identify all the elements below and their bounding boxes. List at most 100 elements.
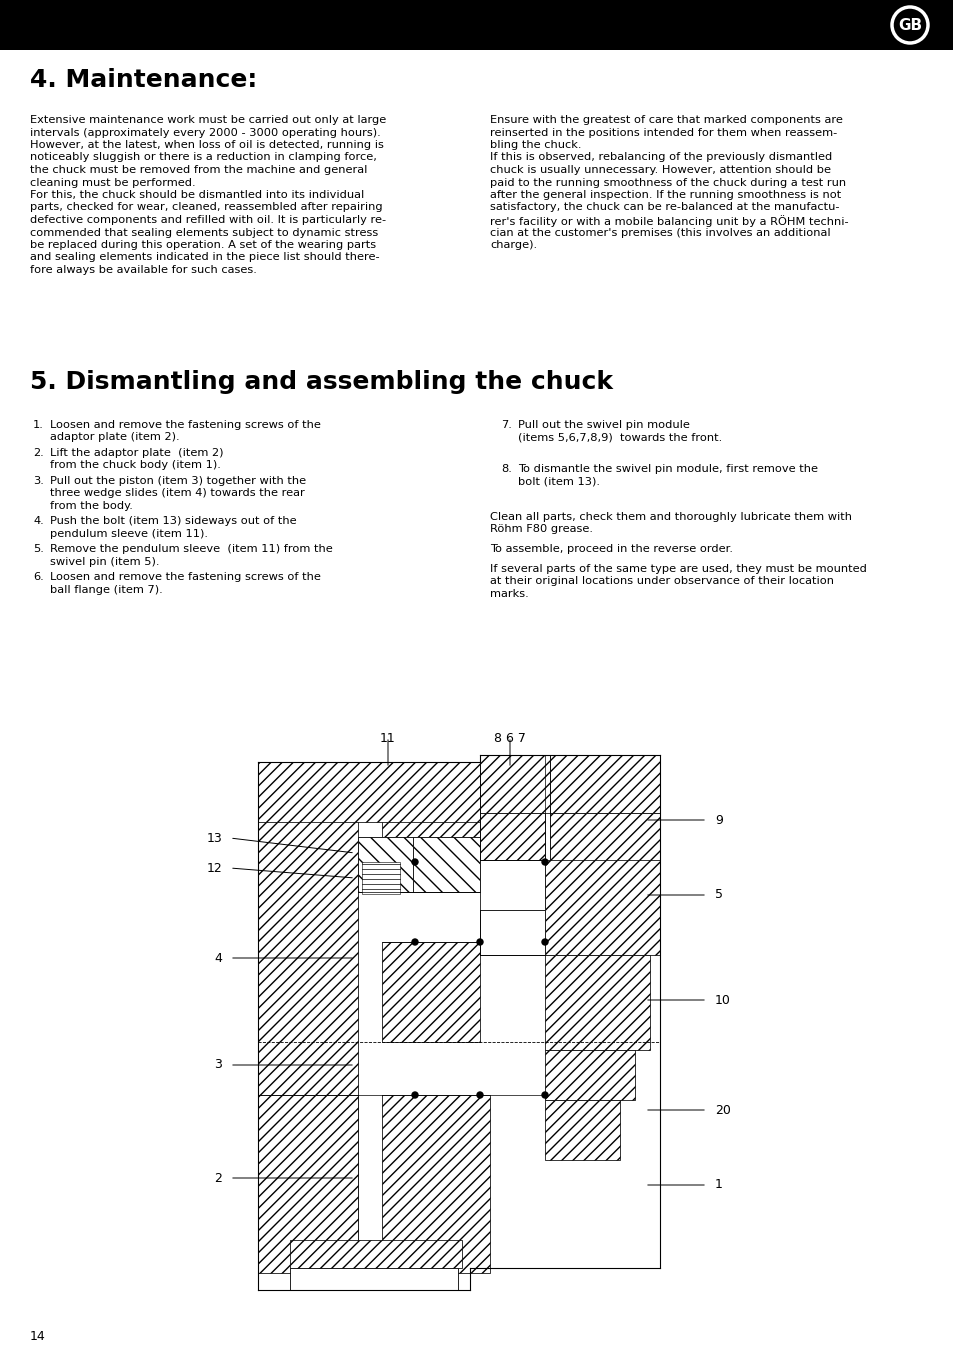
Text: after the general inspection. If the running smoothness is not: after the general inspection. If the run… [490,190,841,200]
Text: 6.: 6. [33,573,44,582]
Circle shape [476,1091,482,1098]
Text: 1.: 1. [33,420,44,431]
Text: However, at the latest, when loss of oil is detected, running is: However, at the latest, when loss of oil… [30,139,383,150]
Text: 8.: 8. [500,464,512,474]
Text: 2.: 2. [33,448,44,458]
Bar [479,910,544,955]
Text: the chuck must be removed from the machine and general: the chuck must be removed from the machi… [30,165,367,175]
Bar [257,762,357,1271]
Text: Ensure with the greatest of care that marked components are: Ensure with the greatest of care that ma… [490,115,842,125]
Bar [479,860,544,910]
Text: 3: 3 [213,1059,222,1071]
Text: 20: 20 [714,1104,730,1117]
Text: 9: 9 [714,814,722,826]
Bar [361,862,399,894]
Bar [550,812,659,861]
Text: Extensive maintenance work must be carried out only at large: Extensive maintenance work must be carri… [30,115,386,125]
Text: from the chuck body (item 1).: from the chuck body (item 1). [50,460,221,470]
Text: 14: 14 [30,1330,46,1343]
Text: commended that sealing elements subject to dynamic stress: commended that sealing elements subject … [30,227,377,237]
Text: Pull out the swivel pin module: Pull out the swivel pin module [517,420,689,431]
Text: intervals (approximately every 2000 - 3000 operating hours).: intervals (approximately every 2000 - 30… [30,127,380,138]
Bar [257,1095,357,1273]
Text: adaptor plate (item 2).: adaptor plate (item 2). [50,432,179,443]
Text: bling the chuck.: bling the chuck. [490,139,581,150]
Text: 2: 2 [213,1171,222,1185]
Text: 5.: 5. [33,544,44,555]
Text: charge).: charge). [490,240,537,250]
Text: 4.: 4. [33,516,44,527]
Bar [290,1267,457,1290]
Text: If several parts of the same type are used, they must be mounted: If several parts of the same type are us… [490,565,866,574]
Bar [544,1049,635,1099]
Text: GB: GB [897,18,922,32]
Text: 4. Maintenance:: 4. Maintenance: [30,68,257,92]
Text: and sealing elements indicated in the piece list should there-: and sealing elements indicated in the pi… [30,252,379,263]
Text: ball flange (item 7).: ball flange (item 7). [50,585,163,594]
Text: defective components and refilled with oil. It is particularly re-: defective components and refilled with o… [30,215,386,225]
Bar [544,955,649,1049]
Bar [544,860,659,955]
Text: chuck is usually unnecessary. However, attention should be: chuck is usually unnecessary. However, a… [490,165,830,175]
Bar [257,762,479,822]
Bar [357,837,479,892]
Text: Clean all parts, check them and thoroughly lubricate them with: Clean all parts, check them and thorough… [490,512,851,521]
Text: pendulum sleeve (item 11).: pendulum sleeve (item 11). [50,529,208,539]
Circle shape [412,1091,417,1098]
Text: 3.: 3. [33,477,44,486]
Bar [413,837,479,892]
Text: satisfactory, the chuck can be re-balanced at the manufactu-: satisfactory, the chuck can be re-balanc… [490,203,839,213]
Bar [381,762,479,837]
Text: bolt (item 13).: bolt (item 13). [517,477,599,486]
Text: parts, checked for wear, cleaned, reassembled after repairing: parts, checked for wear, cleaned, reasse… [30,203,382,213]
Bar [550,756,659,812]
Text: 11: 11 [379,733,395,745]
Bar [544,1099,619,1160]
Bar [381,1095,490,1273]
Text: be replaced during this operation. A set of the wearing parts: be replaced during this operation. A set… [30,240,375,250]
Text: cian at the customer's premises (this involves an additional: cian at the customer's premises (this in… [490,227,830,237]
Text: fore always be available for such cases.: fore always be available for such cases. [30,265,256,275]
Bar [290,1240,461,1267]
Text: Remove the pendulum sleeve  (item 11) from the: Remove the pendulum sleeve (item 11) fro… [50,544,333,555]
Text: (items 5,6,7,8,9)  towards the front.: (items 5,6,7,8,9) towards the front. [517,432,721,443]
Text: 5. Dismantling and assembling the chuck: 5. Dismantling and assembling the chuck [30,370,613,394]
Bar [479,812,544,861]
Text: Push the bolt (item 13) sideways out of the: Push the bolt (item 13) sideways out of … [50,516,296,527]
Circle shape [541,1091,547,1098]
Text: marks.: marks. [490,589,528,598]
Text: 10: 10 [714,994,730,1006]
Text: Loosen and remove the fastening screws of the: Loosen and remove the fastening screws o… [50,420,320,431]
Text: at their original locations under observance of their location: at their original locations under observ… [490,577,833,586]
Text: reinserted in the positions intended for them when reassem-: reinserted in the positions intended for… [490,127,837,138]
Text: Röhm F80 grease.: Röhm F80 grease. [490,524,593,533]
Bar [357,837,413,892]
Text: Loosen and remove the fastening screws of the: Loosen and remove the fastening screws o… [50,573,320,582]
Text: Pull out the piston (item 3) together with the: Pull out the piston (item 3) together wi… [50,477,306,486]
Text: rer's facility or with a mobile balancing unit by a RÖHM techni-: rer's facility or with a mobile balancin… [490,215,848,227]
Bar [479,756,550,812]
Circle shape [541,940,547,945]
Text: from the body.: from the body. [50,501,132,510]
Bar [381,942,479,1043]
Text: To assemble, proceed in the reverse order.: To assemble, proceed in the reverse orde… [490,544,732,554]
Text: paid to the running smoothness of the chuck during a test run: paid to the running smoothness of the ch… [490,177,845,187]
Text: 12: 12 [206,861,222,875]
Circle shape [412,858,417,865]
Bar [0,0,953,50]
Text: 7.: 7. [500,420,512,431]
Text: 13: 13 [206,831,222,845]
Text: noticeably sluggish or there is a reduction in clamping force,: noticeably sluggish or there is a reduct… [30,153,376,162]
Text: swivel pin (item 5).: swivel pin (item 5). [50,556,159,567]
Circle shape [476,940,482,945]
Text: To dismantle the swivel pin module, first remove the: To dismantle the swivel pin module, firs… [517,464,817,474]
Text: 5: 5 [714,888,722,902]
Text: 8 6 7: 8 6 7 [494,733,525,745]
Circle shape [412,940,417,945]
Text: 4: 4 [213,952,222,964]
Text: If this is observed, rebalancing of the previously dismantled: If this is observed, rebalancing of the … [490,153,831,162]
Text: cleaning must be performed.: cleaning must be performed. [30,177,195,187]
Text: three wedge slides (item 4) towards the rear: three wedge slides (item 4) towards the … [50,489,304,498]
Text: Lift the adaptor plate  (item 2): Lift the adaptor plate (item 2) [50,448,223,458]
Text: For this, the chuck should be dismantled into its individual: For this, the chuck should be dismantled… [30,190,364,200]
